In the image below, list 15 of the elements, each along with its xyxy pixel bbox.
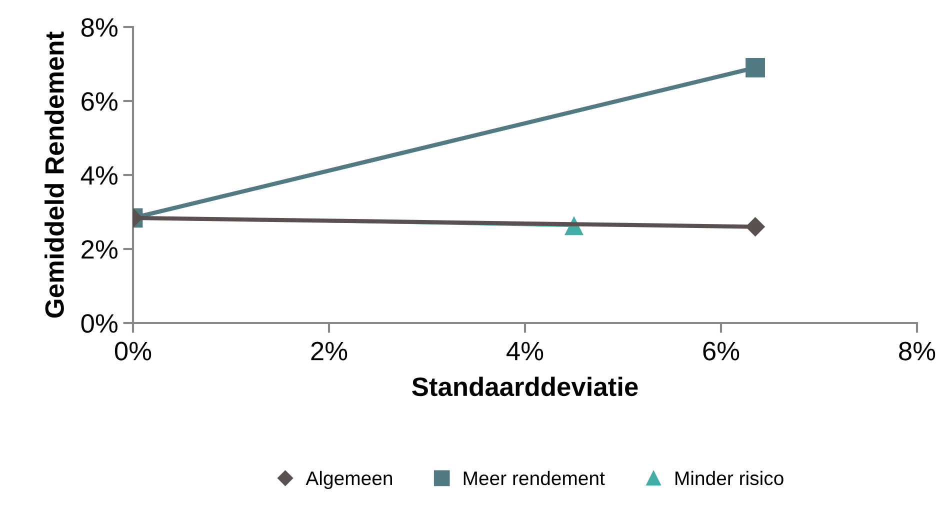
x-tick-label: 0% <box>114 342 152 360</box>
x-axis-title: Standaarddeviatie <box>412 376 638 396</box>
legend-label: Minder risico <box>676 470 784 486</box>
legend-label: Algemeen <box>306 470 392 490</box>
x-tick-label: 2% <box>311 342 348 360</box>
x-tick-label: 6% <box>703 342 740 360</box>
y-tick-label: 6% <box>82 92 118 111</box>
y-axis-title: Gemiddeld Rendement <box>44 32 64 318</box>
y-tick-label: 8% <box>81 18 118 37</box>
legend-label: Meer rendement <box>464 470 605 486</box>
y-tick-label: 0% <box>81 314 118 333</box>
x-tick-label: 8% <box>899 342 936 360</box>
y-tick-label: 2% <box>82 240 118 259</box>
y-tick-label: 4% <box>80 166 118 185</box>
x-tick-label: 4% <box>506 342 544 360</box>
